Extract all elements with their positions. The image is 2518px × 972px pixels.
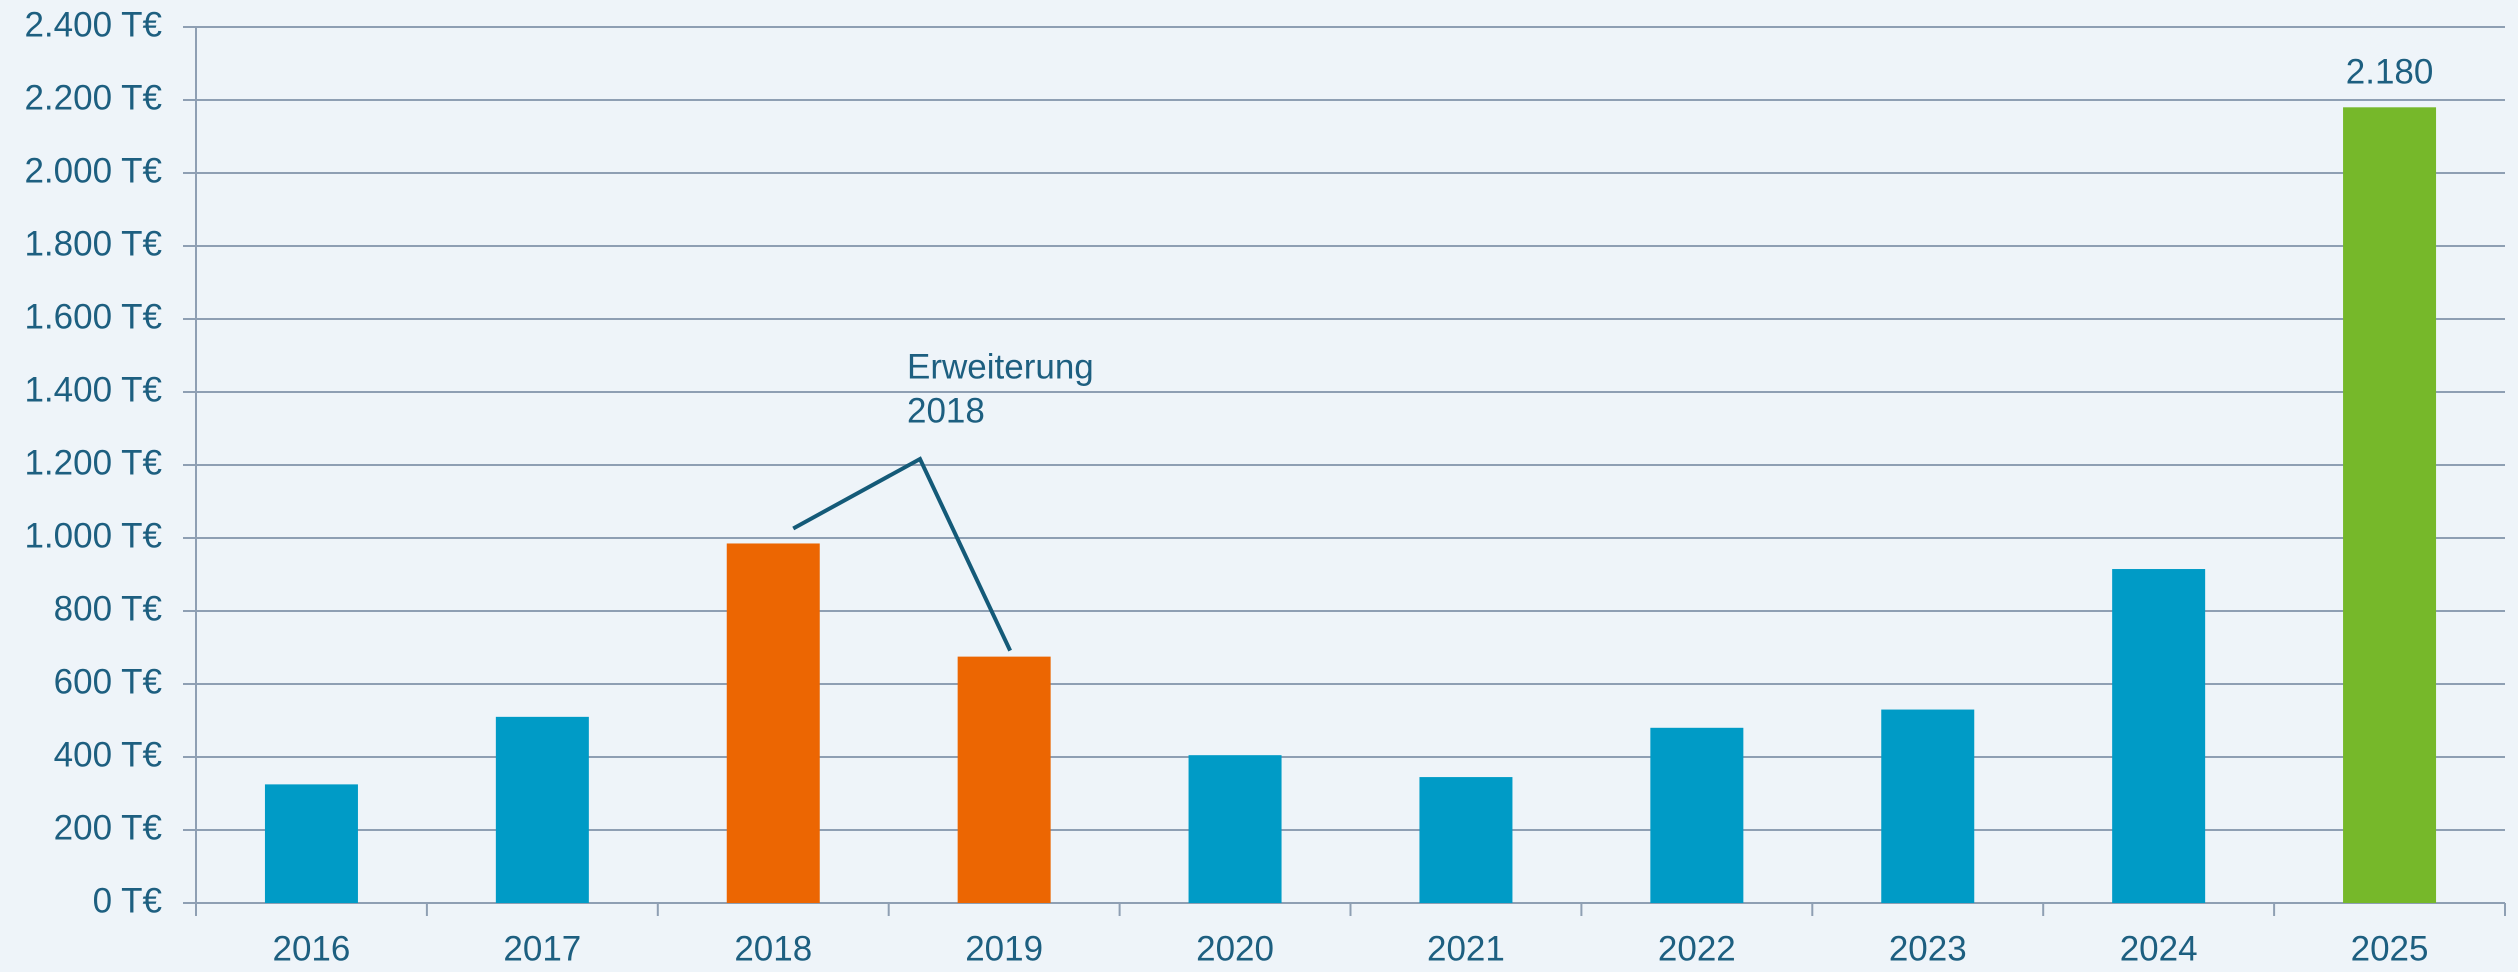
value-label: 2.180: [2346, 53, 2434, 92]
y-tick-label: 800 T€: [54, 589, 162, 628]
y-tick-label: 400 T€: [54, 735, 162, 774]
bar: [1419, 777, 1513, 903]
annotation-line: Erweiterung: [907, 347, 1094, 386]
y-tick-label: 2.000 T€: [24, 151, 162, 190]
bar: [1881, 709, 1975, 903]
y-tick-label: 1.000 T€: [24, 516, 162, 555]
bar: [1188, 755, 1282, 903]
annotation-pointer: [792, 456, 1012, 652]
y-tick-label: 1.800 T€: [24, 224, 162, 263]
y-tick-label: 1.400 T€: [24, 370, 162, 409]
x-tick-label: 2024: [2120, 929, 2198, 968]
annotation-line: 2018: [907, 391, 985, 430]
y-tick-label: 200 T€: [54, 808, 162, 847]
x-tick-label: 2017: [503, 929, 581, 968]
bar: [495, 716, 589, 903]
x-tick-label: 2022: [1658, 929, 1736, 968]
bar: [957, 656, 1051, 903]
y-tick-label: 1.600 T€: [24, 297, 162, 336]
bar: [1650, 727, 1744, 903]
x-tick-label: 2019: [965, 929, 1043, 968]
bar: [2112, 569, 2206, 903]
x-tick-label: 2020: [1196, 929, 1274, 968]
y-tick-label: 2.200 T€: [24, 78, 162, 117]
x-tick-label: 2021: [1427, 929, 1505, 968]
bar: [726, 543, 820, 903]
y-tick-label: 1.200 T€: [24, 443, 162, 482]
x-tick-label: 2025: [2351, 929, 2429, 968]
x-tick-label: 2016: [273, 929, 351, 968]
y-tick-label: 2.400 T€: [24, 5, 162, 44]
x-tick-label: 2023: [1889, 929, 1967, 968]
y-tick-label: 0 T€: [93, 881, 162, 920]
y-tick-label: 600 T€: [54, 662, 162, 701]
x-tick-label: 2018: [734, 929, 812, 968]
bar: [264, 784, 358, 903]
bar: [2343, 107, 2437, 904]
